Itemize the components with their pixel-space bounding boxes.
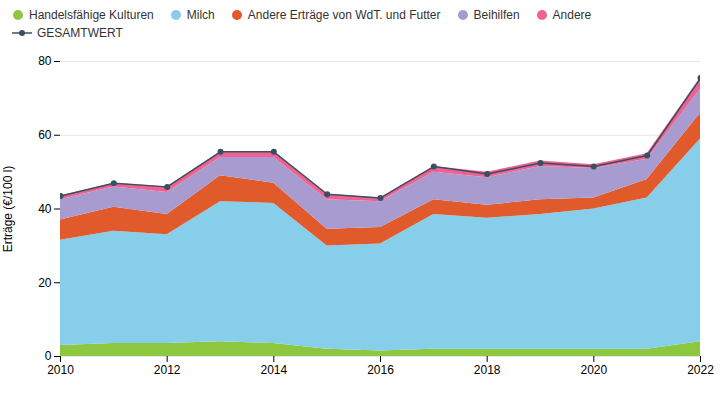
svg-text:Erträge (€/100 l): Erträge (€/100 l) [1, 166, 15, 253]
svg-text:2016: 2016 [367, 363, 394, 377]
svg-text:2022: 2022 [687, 363, 714, 377]
html-text:Andere: Andere [552, 8, 592, 22]
svg-text:20: 20 [38, 276, 52, 290]
svg-text:2012: 2012 [154, 363, 181, 377]
svg-text:2020: 2020 [580, 363, 607, 377]
svg-text:60: 60 [38, 128, 52, 142]
html-text:Beihilfen: Beihilfen [473, 8, 520, 22]
html-text:Handelsfähige Kulturen: Handelsfähige Kulturen [29, 8, 154, 22]
svg-text:2010: 2010 [47, 363, 74, 377]
svg-text:40: 40 [38, 202, 52, 216]
html-text:GESAMTWERT: GESAMTWERT [37, 26, 123, 40]
svg-text:2014: 2014 [260, 363, 287, 377]
svg-text:2018: 2018 [474, 363, 501, 377]
html-text:Andere Erträge von WdT. und Fu: Andere Erträge von WdT. und Futter [247, 8, 441, 22]
svg-text:80: 80 [38, 54, 52, 68]
html-text:Milch: Milch [186, 8, 215, 22]
svg-text:0: 0 [45, 349, 52, 363]
